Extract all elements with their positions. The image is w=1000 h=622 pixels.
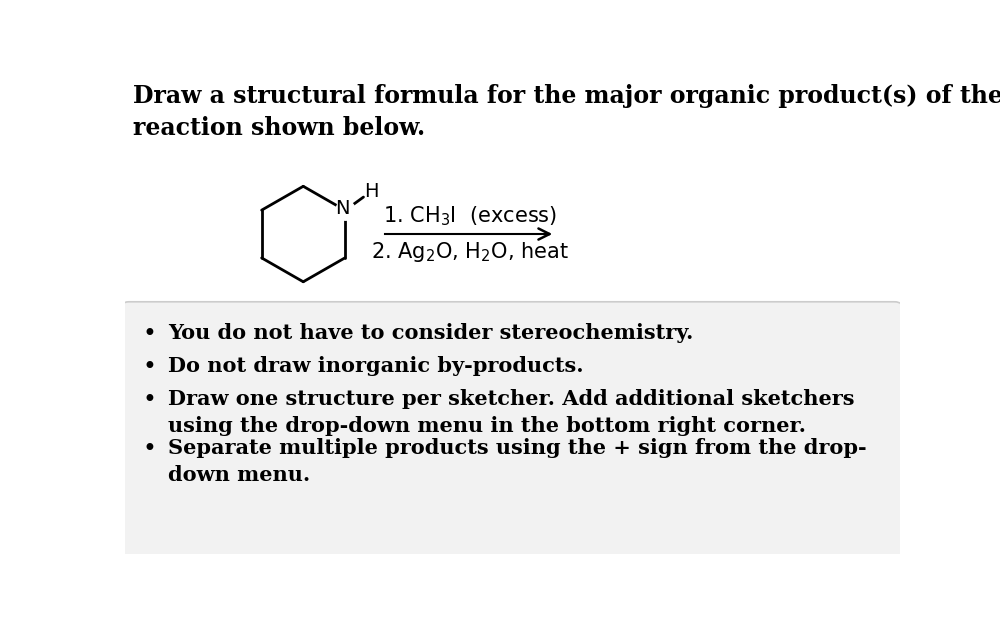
Bar: [125, 550, 900, 554]
Text: H: H: [364, 182, 378, 201]
Text: •: •: [143, 389, 157, 412]
Text: Draw one structure per sketcher. Add additional sketchers
using the drop-down me: Draw one structure per sketcher. Add add…: [168, 389, 854, 436]
Text: You do not have to consider stereochemistry.: You do not have to consider stereochemis…: [168, 323, 693, 343]
Text: •: •: [143, 356, 157, 379]
Text: •: •: [143, 323, 157, 346]
Text: Do not draw inorganic by-products.: Do not draw inorganic by-products.: [168, 356, 583, 376]
Text: Separate multiple products using the + sign from the drop-
down menu.: Separate multiple products using the + s…: [168, 438, 866, 485]
Text: 2. Ag$_2$O, H$_2$O, heat: 2. Ag$_2$O, H$_2$O, heat: [371, 240, 569, 264]
Text: reaction shown below.: reaction shown below.: [133, 116, 425, 140]
Text: •: •: [143, 438, 157, 461]
Text: Draw a structural formula for the major organic product(s) of the: Draw a structural formula for the major …: [133, 84, 1000, 108]
Text: 1. CH$_3$I  (excess): 1. CH$_3$I (excess): [383, 204, 557, 228]
FancyBboxPatch shape: [120, 302, 904, 559]
Text: N: N: [335, 199, 350, 218]
